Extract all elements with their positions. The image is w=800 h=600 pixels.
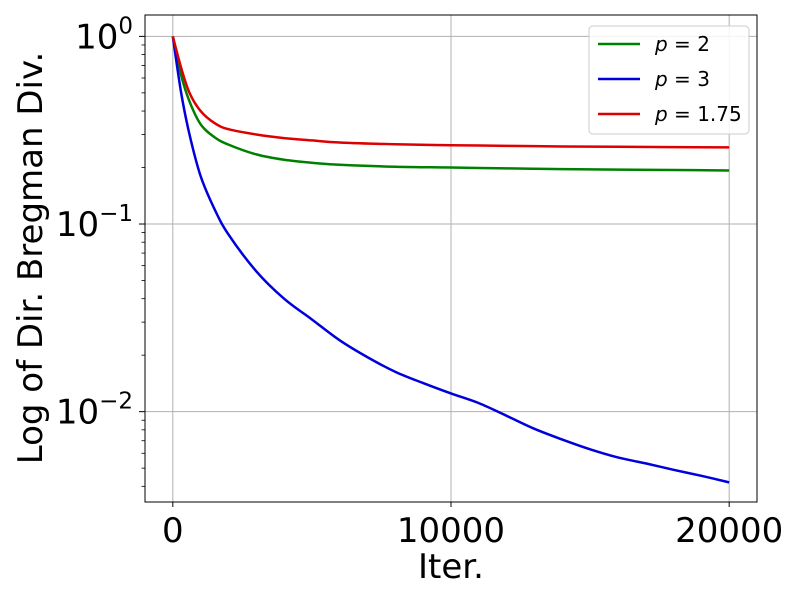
- series-layer: [171, 36, 730, 484]
- x-tick-label: 10000: [397, 511, 505, 551]
- x-tick-label: 0: [162, 511, 184, 551]
- series-line-p-3: [171, 36, 730, 484]
- legend-equals: =: [668, 32, 697, 56]
- legend-equals: =: [668, 102, 697, 126]
- y-tick-exponent: 0: [118, 13, 133, 39]
- y-tick-label: 100: [75, 13, 133, 57]
- legend-entry: p = 3: [654, 67, 710, 91]
- legend-entry: p = 1.75: [654, 102, 742, 126]
- x-tick-label: 20000: [675, 511, 783, 551]
- legend-value: 2: [697, 32, 710, 56]
- legend-value: 1.75: [697, 102, 742, 126]
- y-tick-label: 10−2: [56, 389, 133, 433]
- series-line-p-2: [171, 36, 730, 172]
- series-line-p-1-75: [171, 36, 730, 149]
- y-tick-base: 10: [75, 17, 118, 57]
- y-tick-exponent: −1: [99, 201, 133, 227]
- legend-box: [588, 25, 750, 135]
- legend-equals: =: [668, 67, 697, 91]
- x-axis-label: Iter.: [418, 547, 484, 587]
- legend-variable: p: [654, 32, 668, 56]
- legend-entry: p = 2: [654, 32, 710, 56]
- y-tick-base: 10: [56, 205, 99, 245]
- legend-value: 3: [697, 67, 710, 91]
- y-tick-base: 10: [56, 393, 99, 433]
- y-tick-exponent: −2: [99, 389, 133, 415]
- legend-variable: p: [654, 67, 668, 91]
- legend: p = 2p = 3p = 1.75: [588, 25, 750, 135]
- legend-variable: p: [654, 102, 668, 126]
- y-axis-label: Log of Dir. Bregman Div.: [11, 52, 51, 465]
- y-tick-label: 10−1: [56, 201, 133, 245]
